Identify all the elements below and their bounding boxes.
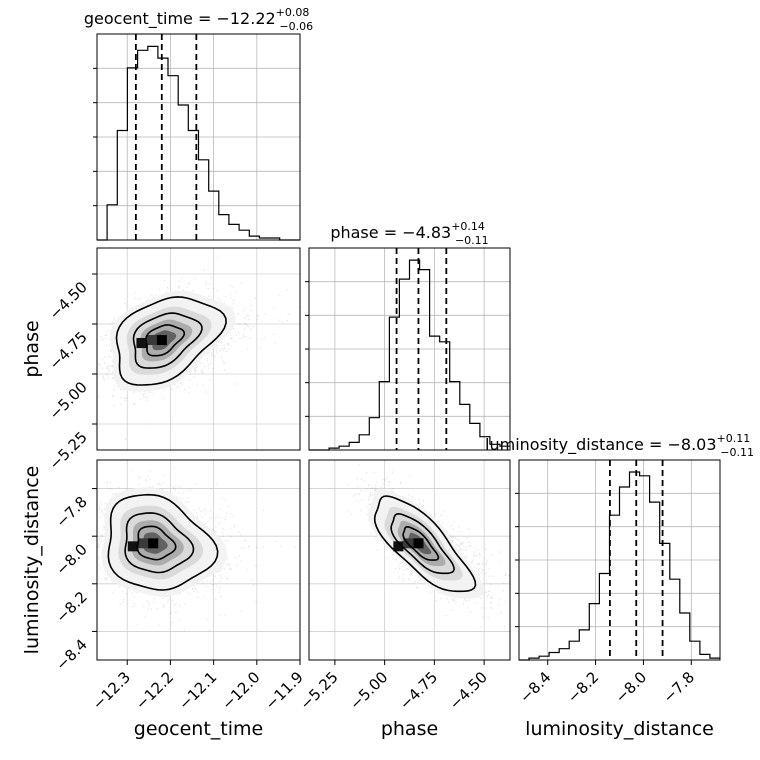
contour-line-2 [136,525,177,561]
panel-frame [96,33,301,241]
density-peak [156,334,167,346]
contour-line-0 [115,296,227,386]
y-tick-label-phase: −5.25 [46,428,91,473]
scatter-cloud [347,464,510,628]
contour-line-1 [124,512,195,574]
panel-frame [308,459,511,661]
x-tick-label-geocent_time: −11.9 [262,668,307,713]
title-luminosity_distance: luminosity_distance = −8.03+0.11 −0.11 [485,432,754,459]
title-value: geocent_time = −12.22 [84,9,276,29]
title-minus-error: −0.06 [279,20,313,33]
density-peak [146,334,157,346]
density-peak [136,337,147,349]
x-tick-label-luminosity_distance: −8.4 [516,668,554,706]
histogram-luminosity_distance [519,471,720,661]
contour-line-0 [373,495,477,593]
x-tick-label-luminosity_distance: −8.0 [612,668,650,706]
hist-panel-phase [305,247,511,451]
hist-panel-luminosity_distance [515,459,721,661]
x-tick-label-geocent_time: −12.2 [132,668,177,713]
title-plus-error: +0.11 [717,432,751,445]
x-axis-label-phase: phase [381,718,438,740]
x-tick-label-luminosity_distance: −8.2 [564,668,602,706]
hist-panel-geocent_time [93,33,301,241]
panel-frame [518,459,721,661]
density-peak [393,541,404,552]
y-tick-label-phase: −4.50 [46,278,91,323]
contour-line-2 [402,525,440,561]
x-tick-label-geocent_time: −12.0 [218,668,263,713]
panel-frame [308,247,511,451]
x-tick-label-geocent_time: −12.1 [175,668,220,713]
scatter-cloud [97,468,296,631]
y-axis-label-luminosity_distance: luminosity_distance [21,466,43,655]
title-minus-error: −0.11 [455,234,489,247]
y-tick-label-luminosity_distance: −7.8 [52,493,90,531]
scatter-panel-phase-vs-geocent_time [96,247,301,451]
histogram-phase [309,259,510,451]
contour-line-1 [390,512,455,575]
x-tick-label-luminosity_distance: −7.8 [660,668,698,706]
contour-line-2 [145,324,186,357]
title-plus-error: +0.14 [451,220,485,233]
x-axis-label-geocent_time: geocent_time [134,718,263,740]
title-value: luminosity_distance = −8.03 [485,435,716,455]
panels-layer [93,33,721,661]
x-tick-label-phase: −4.75 [396,668,441,713]
scatter-cloud [97,256,300,440]
y-tick-label-luminosity_distance: −8.4 [52,636,90,674]
scatter-panel-luminosity_distance-vs-phase [308,459,511,661]
density-peak [413,538,424,549]
x-tick-label-phase: −4.50 [446,668,491,713]
x-tick-label-phase: −5.25 [296,668,341,713]
title-geocent_time: geocent_time = −12.22+0.08 −0.06 [84,6,313,33]
title-phase: phase = −4.83+0.14 −0.11 [330,220,488,247]
y-axis-label-phase: phase [21,320,43,377]
density-peak [137,538,149,549]
x-tick-label-geocent_time: −12.3 [89,668,134,713]
x-tick-label-phase: −5.00 [346,668,391,713]
y-tick-label-phase: −4.75 [46,328,91,373]
contour-line-1 [132,312,203,369]
y-tick-label-phase: −5.00 [46,378,91,423]
x-axis-label-luminosity_distance: luminosity_distance [525,718,714,740]
y-tick-label-luminosity_distance: −8.0 [52,540,90,578]
histogram-geocent_time [97,45,300,241]
contour-line-0 [107,493,219,591]
title-value: phase = −4.83 [330,223,451,242]
title-minus-error: −0.11 [720,446,754,459]
density-peak [127,541,138,552]
scatter-panel-luminosity_distance-vs-geocent_time [96,459,301,661]
panel-frame [96,459,301,661]
title-plus-error: +0.08 [276,6,310,19]
density-peak [148,538,159,549]
y-tick-label-luminosity_distance: −8.2 [52,588,90,626]
panel-frame [96,247,301,451]
